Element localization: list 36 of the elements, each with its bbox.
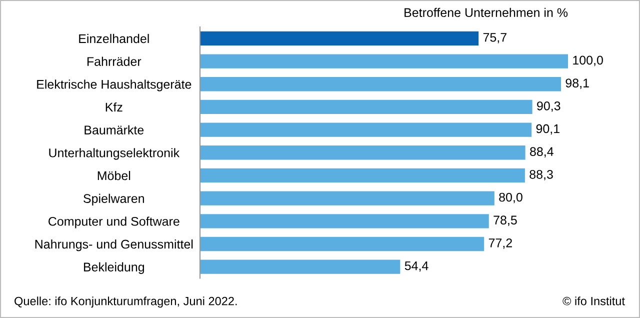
chart-title: Betroffene Unternehmen in % xyxy=(404,8,568,18)
data-label: 100,0 xyxy=(573,56,603,66)
text: © ifo Institut xyxy=(562,296,625,306)
data-label: 88,3 xyxy=(530,170,553,180)
bar xyxy=(200,260,400,274)
data-label: 80,0 xyxy=(499,192,522,204)
bar xyxy=(200,146,526,160)
y-tick-label: Einzelhandel xyxy=(79,34,149,44)
data-label: 98,1 xyxy=(566,78,589,89)
bar xyxy=(200,236,484,252)
y-tick-label: Computer und Software xyxy=(48,216,180,228)
data-label: 90,3 xyxy=(537,101,560,112)
y-tick-label: Bekleidung xyxy=(84,262,144,274)
y-tick-label: Kfz xyxy=(106,102,122,112)
data-label: 75,7 xyxy=(483,33,506,44)
bar xyxy=(200,191,494,206)
data-label: 90,1 xyxy=(536,124,560,135)
bar xyxy=(200,214,489,228)
bar xyxy=(200,100,532,114)
bar xyxy=(200,122,532,137)
source-note: Quelle: ifo Konjunkturumfragen, Juni 2022. xyxy=(14,296,237,308)
y-tick-label: Nahrungs- und Genussmittel xyxy=(35,239,193,252)
bar xyxy=(200,77,562,92)
y-tick-label: Unterhaltungselektronik xyxy=(49,148,180,160)
data-label: 54,4 xyxy=(404,261,428,272)
y-tick-label: Spielwaren xyxy=(84,194,144,206)
bar xyxy=(200,54,568,68)
bar xyxy=(200,31,479,46)
y-tick-label: Baumärkte xyxy=(84,125,144,134)
data-label: 77,2 xyxy=(488,238,512,249)
data-label: 88,4 xyxy=(530,147,554,158)
bar xyxy=(200,168,525,183)
data-label: 78,5 xyxy=(494,216,517,226)
y-tick-label: Fahrräder xyxy=(87,56,142,66)
y-tick-label: Elektrische Haushaltsgeräte xyxy=(37,80,192,92)
y-tick-label: Möbel xyxy=(98,170,130,180)
